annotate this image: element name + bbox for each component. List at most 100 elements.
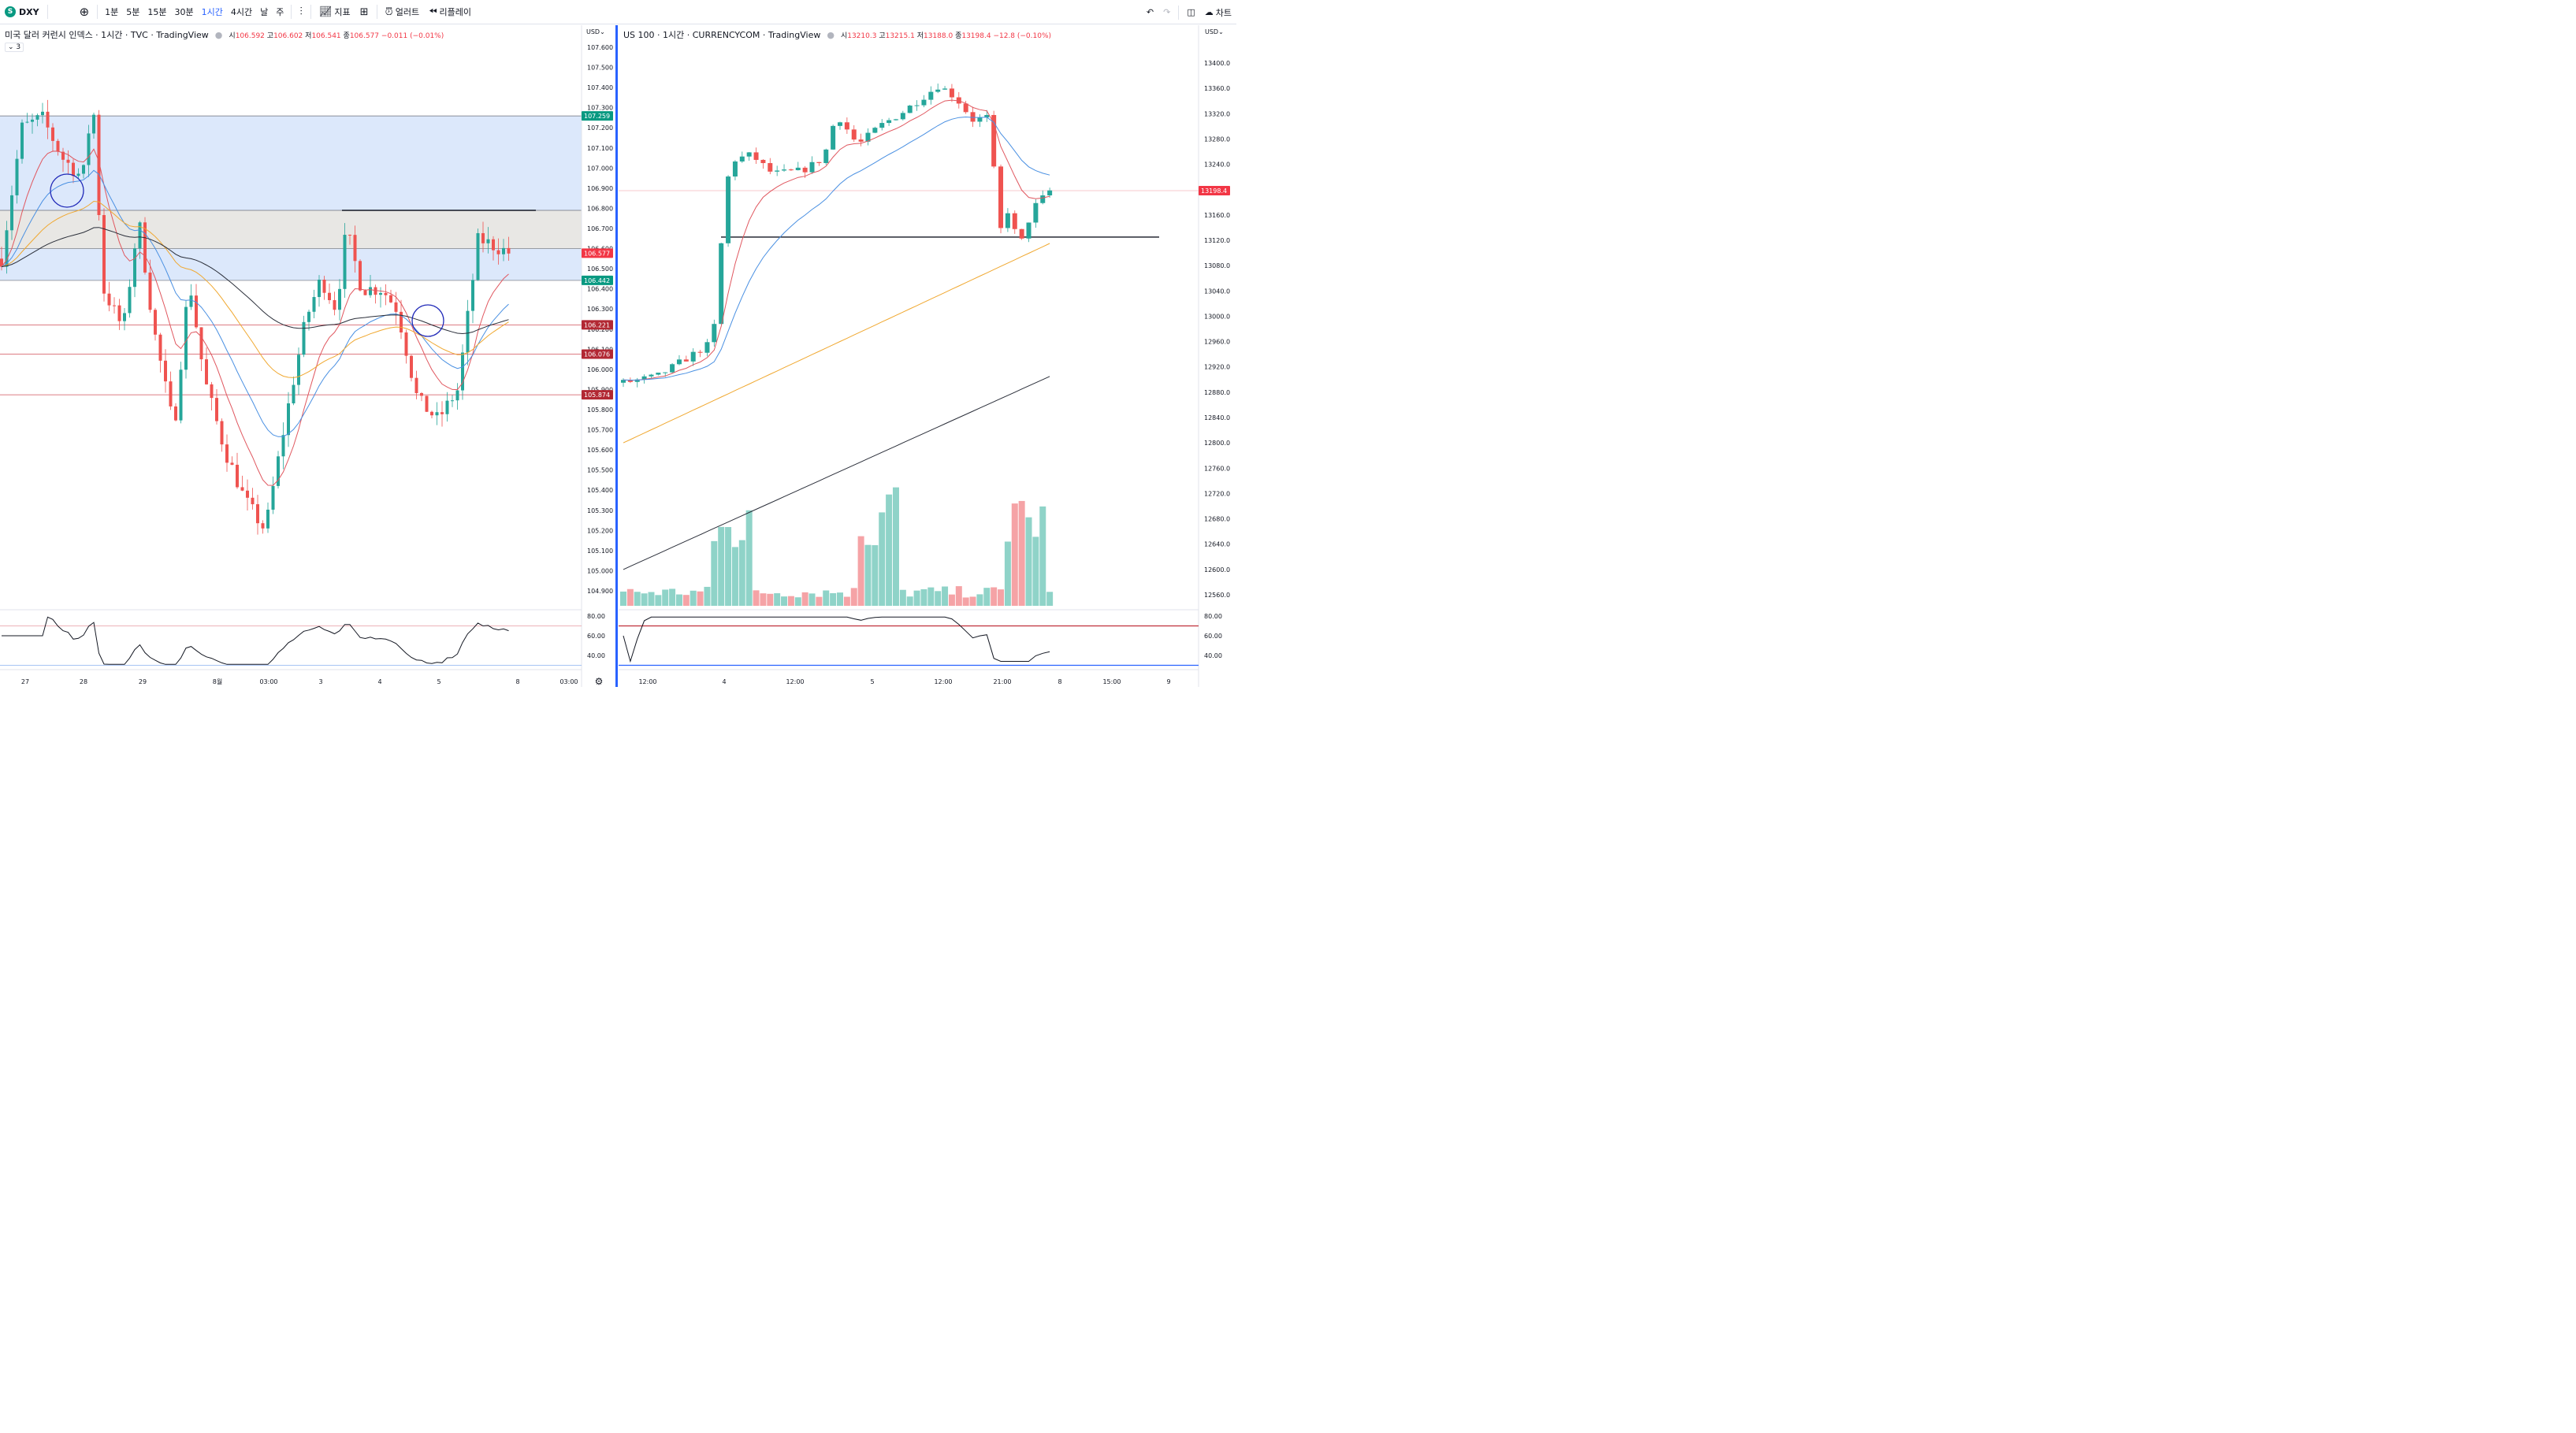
candle-body	[809, 161, 815, 173]
volume-bar	[886, 494, 893, 606]
timeframe-week[interactable]: 주	[276, 7, 284, 17]
candle-body	[775, 170, 780, 172]
volume-bar	[823, 590, 830, 606]
price-tick-label: 12600.0	[1204, 566, 1230, 574]
toolbar-divider	[1178, 5, 1180, 20]
candle-body	[266, 509, 269, 529]
left-chart-canvas[interactable]: 107.600 107.500 107.400 107.300 107.200 107.1…	[0, 25, 615, 687]
price-marker-label: 106.442	[584, 277, 610, 284]
price-tick-label: 106.300	[587, 306, 613, 313]
price-marker-label: 106.076	[584, 351, 610, 358]
volume-bar	[704, 586, 711, 606]
compare-button[interactable]: ⊕	[75, 0, 95, 24]
candle-body	[451, 400, 454, 402]
close-value: 13198.4	[961, 32, 991, 40]
chart-type-button[interactable]: ⫶	[295, 0, 307, 24]
candle-body	[760, 159, 766, 164]
candle-body	[476, 232, 480, 280]
time-tick-label: 5	[870, 678, 874, 685]
price-tick-label: 13000.0	[1204, 313, 1230, 320]
candle-body	[430, 411, 433, 416]
volume-bar	[690, 590, 697, 606]
volume-bar	[983, 588, 991, 606]
price-tick-label: 107.100	[587, 145, 613, 152]
timeframe-1h[interactable]: 1시간	[201, 7, 223, 17]
price-tick-label: 106.000	[587, 366, 613, 373]
candle-body	[374, 287, 377, 295]
price-tick-label: 105.200	[587, 527, 613, 534]
price-tick-label: 13320.0	[1204, 110, 1230, 117]
candle-body	[1019, 228, 1024, 239]
volume-bar	[745, 510, 753, 606]
time-tick-label: 4	[722, 678, 726, 685]
candle-body	[359, 261, 362, 291]
candle-body	[369, 287, 372, 295]
candle-body	[307, 311, 310, 322]
left-currency-selector[interactable]: USD⌄	[586, 28, 605, 35]
chart-menu-button[interactable]: ☁︎ 차트	[1200, 0, 1236, 24]
candle-body	[445, 400, 449, 414]
redo-button[interactable]: ↷	[1158, 0, 1175, 24]
timeframe-30m[interactable]: 30분	[174, 7, 194, 17]
layout-split-button[interactable]: ◫	[1182, 0, 1199, 24]
symbol-search[interactable]: S DXY	[0, 0, 44, 24]
candle-body	[719, 243, 724, 325]
volume-bar	[697, 591, 704, 606]
candle-body	[333, 300, 336, 310]
timeframe-4h[interactable]: 4시간	[230, 7, 253, 17]
price-tick-label: 104.900	[587, 588, 613, 595]
right-chart-canvas[interactable]: 13400.013360.013320.013280.013240.013200…	[619, 25, 1236, 687]
right-chart-legend: US 100 · 1시간 · CURRENCYCOM · TradingView…	[623, 28, 1051, 41]
volume-bar	[935, 591, 942, 606]
left-chart-pane[interactable]: 107.600 107.500 107.400 107.300 107.200 107.1…	[0, 25, 615, 687]
volume-bar	[767, 593, 774, 606]
indicators-button[interactable]: 📈︎ 지표	[314, 0, 355, 24]
ema-short-line	[1, 148, 509, 486]
alarm-clock-icon: ⏰︎	[385, 6, 393, 18]
open-label: 시	[840, 32, 848, 40]
replay-button[interactable]: ⏪︎ 리플레이	[424, 0, 476, 24]
candle-body	[461, 352, 464, 391]
candle-body	[174, 406, 177, 421]
price-tick-label: 105.700	[587, 427, 613, 434]
right-currency-selector[interactable]: USD⌄	[1205, 28, 1224, 35]
timeframe-5m[interactable]: 5분	[126, 7, 140, 17]
time-tick-label: 9	[1166, 678, 1170, 685]
volume-bar	[774, 593, 781, 606]
timeframe-15m[interactable]: 15분	[147, 7, 167, 17]
timeframe-1m[interactable]: 1분	[105, 7, 119, 17]
candle-body	[831, 125, 836, 150]
redo-icon: ↷	[1163, 7, 1171, 17]
ema-long-line	[623, 243, 1050, 444]
indicator-toggle[interactable]: ⌄ 3	[5, 43, 24, 52]
symbol-name: DXY	[19, 6, 39, 17]
time-tick-label: 27	[21, 678, 29, 685]
candle-body	[76, 173, 80, 176]
right-chart-pane[interactable]: 13400.013360.013320.013280.013240.013200…	[619, 25, 1236, 687]
candle-body	[15, 158, 19, 195]
candle-body	[179, 369, 183, 421]
close-label: 종	[955, 32, 962, 40]
candle-body	[133, 248, 136, 288]
candle-body	[10, 195, 13, 231]
time-tick-label: 8	[515, 678, 519, 685]
ema-short-line	[623, 99, 1050, 381]
layouts-button[interactable]: ⊞	[355, 0, 374, 24]
symbol-logo-icon: S	[5, 6, 16, 17]
candle-body	[271, 485, 275, 510]
candle-body	[425, 395, 429, 412]
candle-body	[343, 235, 347, 289]
timeframe-day[interactable]: 날	[260, 7, 269, 17]
price-marker-label-bg	[582, 111, 613, 121]
chart-menu-label: 차트	[1215, 7, 1232, 18]
undo-button[interactable]: ↶	[1142, 0, 1158, 24]
volume-bar	[718, 526, 725, 606]
time-tick-label: 12:00	[934, 678, 952, 685]
candle-body	[858, 139, 864, 142]
alert-label: 얼러트	[395, 7, 420, 17]
price-tick-label: 13120.0	[1204, 237, 1230, 244]
pane-divider[interactable]	[615, 25, 618, 687]
grid-icon: ⊞	[359, 6, 369, 18]
volume-bar	[669, 588, 676, 606]
alert-button[interactable]: ⏰︎ 얼러트	[381, 0, 425, 24]
